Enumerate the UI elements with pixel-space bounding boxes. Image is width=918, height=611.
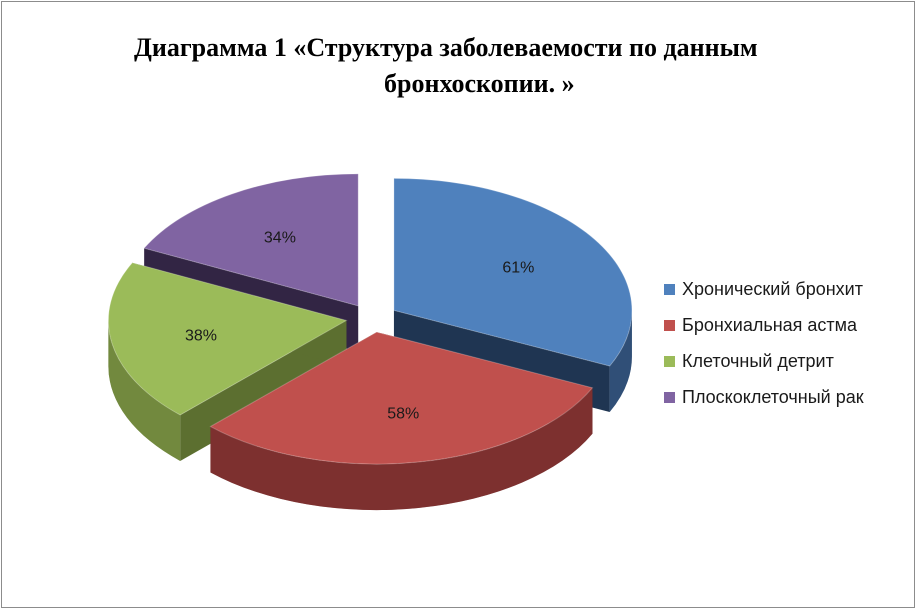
legend-label-хронический-бронхит: Хронический бронхит [682, 279, 863, 299]
legend-label-клеточный-детрит: Клеточный детрит [682, 351, 834, 371]
slice-side-shade-клеточный-детрит-0 [108, 320, 181, 461]
data-label-клеточный-детрит: 38% [185, 328, 217, 345]
chart-title-line-2: бронхоскопии. » [384, 69, 575, 98]
legend-swatch-плоскоклеточный-рак [664, 392, 675, 403]
slice-side-shade-хронический-бронхит-0 [609, 310, 632, 413]
chart-title: Диаграмма 1 «Структура заболеваемости по… [60, 30, 918, 102]
legend-label-бронхиальная-астма: Бронхиальная астма [682, 315, 858, 335]
slice-side-бронхиальная-астма-0 [210, 387, 593, 511]
data-label-хронический-бронхит: 61% [502, 259, 534, 276]
data-labels: 61% 58% 38% 34% [185, 230, 534, 423]
legend-swatch-клеточный-детрит [664, 356, 675, 367]
legend: Хронический бронхит Бронхиальная астма Кле… [664, 279, 864, 407]
chart-title-line-1: Диаграмма 1 «Структура заболеваемости по… [134, 33, 758, 62]
slice-клеточный-детрит [107, 262, 348, 416]
slice-side-хронический-бронхит-0 [609, 310, 632, 413]
legend-swatch-бронхиальная-астма [664, 320, 675, 331]
slice-tops [107, 173, 633, 465]
legend-swatch-хронический-бронхит [664, 284, 675, 295]
legend-label-плоскоклеточный-рак: Плоскоклеточный рак [682, 387, 864, 407]
data-label-плоскоклеточный-рак: 34% [264, 230, 296, 247]
slice-side-shade-бронхиальная-астма-0 [210, 387, 593, 511]
data-label-бронхиальная-астма: 58% [387, 406, 419, 423]
slice-плоскоклеточный-рак [143, 173, 359, 307]
slice-бронхиальная-астма [209, 331, 594, 465]
slice-side-клеточный-детрит-0 [108, 320, 181, 461]
slice-хронический-бронхит [393, 177, 633, 367]
